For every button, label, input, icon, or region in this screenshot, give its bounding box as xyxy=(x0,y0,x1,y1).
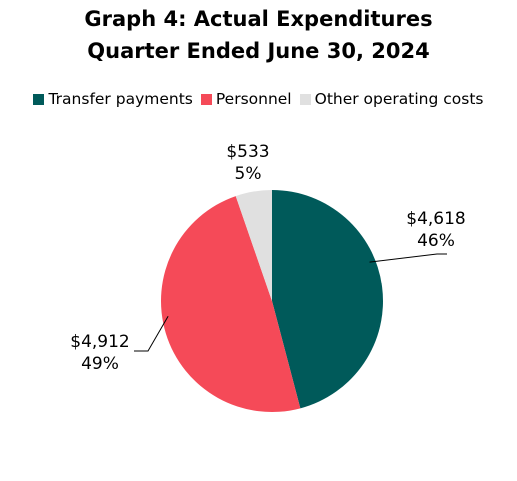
pie-slice-transfer-payments xyxy=(272,190,383,409)
legend-label-other-operating-costs: Other operating costs xyxy=(314,90,484,108)
data-label-value-personnel: $4,912 xyxy=(70,332,130,352)
data-label-percent-transfer-payments: 46% xyxy=(417,231,455,251)
chart-legend: Transfer payments Personnel Other operat… xyxy=(0,90,517,108)
leader-line-personnel xyxy=(134,315,169,352)
data-label-transfer-payments: $4,618 46% xyxy=(391,208,481,252)
data-label-personnel: $4,912 49% xyxy=(55,331,145,375)
legend-item-personnel: Personnel xyxy=(200,90,292,108)
chart-title: Graph 4: Actual Expenditures xyxy=(84,7,433,31)
legend-swatch-personnel xyxy=(200,93,212,105)
pie-slice-other-operating-costs xyxy=(235,190,272,301)
leader-line-transfer-payments xyxy=(369,253,447,263)
data-label-value-other-operating-costs: $533 xyxy=(226,142,270,162)
legend-swatch-other-operating-costs xyxy=(299,93,311,105)
data-label-percent-other-operating-costs: 5% xyxy=(234,164,262,184)
legend-label-transfer-payments: Transfer payments xyxy=(48,90,193,108)
data-label-percent-personnel: 49% xyxy=(81,354,119,374)
legend-label-personnel: Personnel xyxy=(215,90,292,108)
chart-subtitle: Quarter Ended June 30, 2024 xyxy=(87,39,430,63)
legend-swatch-transfer-payments xyxy=(33,93,45,105)
data-label-other-operating-costs: $533 5% xyxy=(203,141,293,185)
legend-item-transfer-payments: Transfer payments xyxy=(33,90,193,108)
legend-item-other-operating-costs: Other operating costs xyxy=(299,90,484,108)
pie-slice-personnel xyxy=(161,196,301,412)
data-label-value-transfer-payments: $4,618 xyxy=(406,209,466,229)
